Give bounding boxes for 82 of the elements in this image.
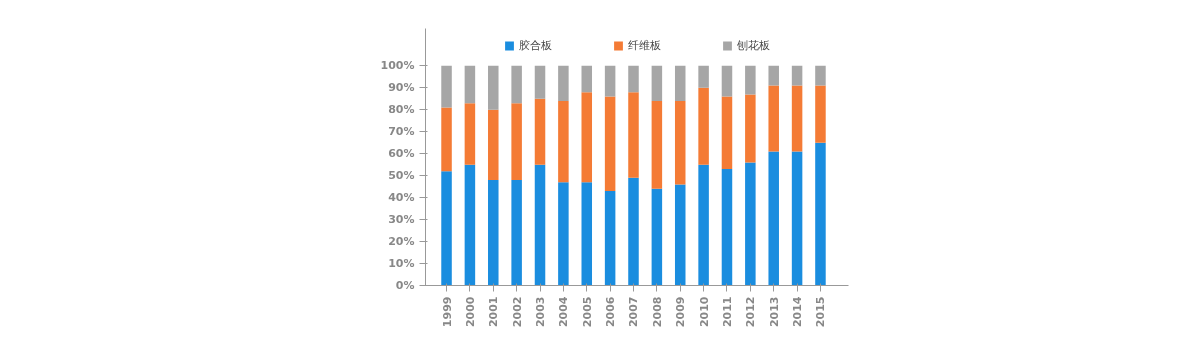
x-tick-label: 2015: [814, 296, 828, 328]
bar: [464, 164, 476, 286]
bar: [721, 96, 733, 170]
bar: [534, 164, 546, 286]
bar: [441, 107, 452, 172]
bar: [698, 65, 709, 88]
bar: [674, 65, 686, 101]
bar: [511, 103, 522, 181]
y-tick-label: 80%: [388, 103, 415, 117]
bar: [534, 65, 546, 99]
bar: [791, 65, 803, 86]
bar: [674, 184, 686, 286]
bar: [768, 85, 779, 152]
bar: [745, 65, 756, 95]
y-tick-label: 50%: [388, 169, 415, 183]
bar: [768, 65, 779, 86]
bar: [768, 151, 779, 286]
bar: [604, 191, 616, 286]
y-tick-label: 60%: [388, 147, 415, 161]
bar: [581, 92, 593, 183]
bar: [628, 177, 639, 286]
legend-label: 胶合板: [519, 38, 552, 53]
bar: [721, 169, 733, 286]
y-tick-label: 30%: [388, 213, 415, 227]
x-tick-label: 1999: [440, 296, 454, 328]
x-tick-label: 2006: [604, 296, 618, 328]
x-tick-label: 2004: [557, 296, 571, 328]
y-tick-label: 20%: [388, 235, 415, 249]
y-tick-label: 100%: [380, 59, 415, 73]
x-tick-label: 2007: [627, 296, 641, 328]
bar: [558, 65, 569, 101]
bar: [488, 65, 499, 110]
y-tick-label: 40%: [388, 191, 415, 205]
bar: [464, 65, 476, 104]
x-tick-label: 2008: [650, 296, 664, 328]
y-tick-label: 0%: [395, 279, 415, 292]
bar: [815, 65, 826, 86]
x-tick-label: 2012: [744, 296, 758, 328]
bar: [628, 92, 639, 178]
bar: [441, 171, 452, 286]
bar: [651, 188, 663, 286]
x-tick-label: 2001: [487, 296, 501, 328]
bar: [488, 180, 499, 286]
x-tick-label: 2005: [580, 296, 594, 328]
bar: [745, 94, 756, 163]
bar: [628, 65, 639, 93]
x-tick-label: 2009: [674, 296, 688, 328]
bar: [464, 103, 476, 165]
bar: [791, 151, 803, 286]
y-tick-label: 10%: [388, 257, 415, 271]
bar: [604, 96, 616, 192]
x-tick-label: 2002: [510, 296, 524, 328]
bar: [581, 65, 593, 93]
x-tick-label: 2003: [534, 296, 548, 328]
bar: [558, 100, 569, 183]
bar: [534, 98, 546, 165]
y-tick-label: 90%: [388, 81, 415, 95]
bar: [604, 65, 616, 97]
bar: [745, 162, 756, 286]
bar: [651, 65, 663, 101]
legend-label: 刨花板: [737, 38, 770, 53]
bar: [815, 85, 826, 143]
x-tick-label: 2013: [767, 296, 781, 328]
bar: [511, 65, 522, 104]
x-tick-label: 2010: [697, 296, 711, 328]
bar: [721, 65, 733, 97]
bar: [815, 142, 826, 286]
bar: [651, 100, 663, 189]
legend-label: 纤维板: [628, 38, 661, 53]
bar: [511, 180, 522, 286]
bar: [698, 164, 709, 286]
x-tick-label: 2011: [720, 296, 734, 328]
x-tick-label: 2000: [463, 296, 477, 328]
bar: [791, 85, 803, 152]
x-tick-label: 2014: [791, 296, 805, 328]
bar: [441, 65, 452, 108]
bar: [698, 87, 709, 165]
bar: [581, 182, 593, 286]
bar: [674, 100, 686, 185]
bar: [558, 182, 569, 286]
bar: [488, 109, 499, 181]
y-tick-label: 70%: [388, 125, 415, 139]
